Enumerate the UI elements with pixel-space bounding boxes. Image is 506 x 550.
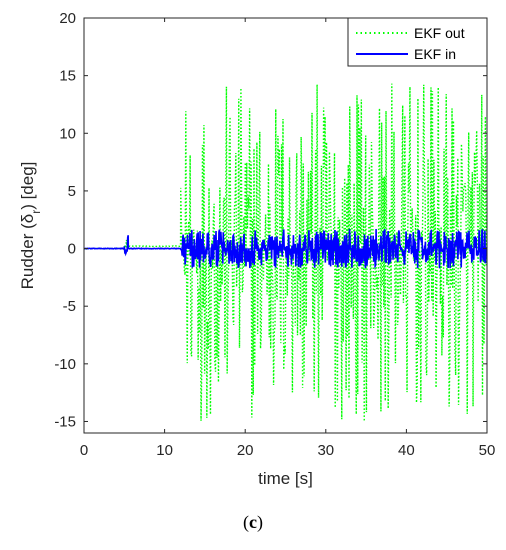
x-axis-ticks: 0 10 20 30 40 50 xyxy=(80,18,496,459)
y-tick-label: 5 xyxy=(68,183,76,200)
legend-label-ekf-in: EKF in xyxy=(414,46,456,62)
legend-box xyxy=(347,17,488,67)
plot-frame xyxy=(83,17,488,434)
y-axis-ticks: -15 -10 -5 0 5 10 15 20 xyxy=(54,10,487,430)
y-tick-label: -5 xyxy=(63,298,76,315)
x-axis-title: time [s] xyxy=(258,469,313,488)
rudder-chart: 0 10 20 30 40 50 -15 -10 -5 0 5 10 15 20 time [s] Ru… xyxy=(18,10,496,488)
series-line-ekf-out xyxy=(84,83,488,422)
y-tick-label: 15 xyxy=(59,68,76,85)
series-line-ekf-in xyxy=(83,228,488,270)
figure-caption: (c) xyxy=(243,512,263,532)
x-tick-label: 30 xyxy=(317,442,334,459)
x-tick-label: 0 xyxy=(80,442,88,459)
y-tick-label: -15 xyxy=(54,413,76,430)
y-tick-label: 20 xyxy=(59,10,76,27)
x-tick-label: 10 xyxy=(156,442,173,459)
y-tick-label: 0 xyxy=(68,241,76,258)
legend: EKF out EKF in xyxy=(347,17,488,67)
x-tick-label: 40 xyxy=(398,442,415,459)
x-tick-label: 20 xyxy=(237,442,254,459)
legend-label-ekf-out: EKF out xyxy=(414,25,465,41)
x-tick-label: 50 xyxy=(479,442,496,459)
y-tick-label: -10 xyxy=(54,356,76,373)
plot-area xyxy=(84,18,487,433)
y-tick-label: 10 xyxy=(59,125,76,142)
y-axis-title: Rudder (δr) [deg] xyxy=(18,162,43,290)
series-layer xyxy=(83,83,488,422)
